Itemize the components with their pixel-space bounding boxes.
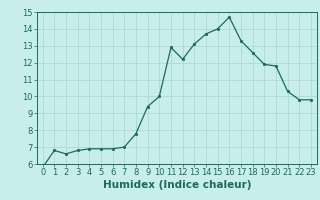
X-axis label: Humidex (Indice chaleur): Humidex (Indice chaleur): [102, 180, 251, 190]
